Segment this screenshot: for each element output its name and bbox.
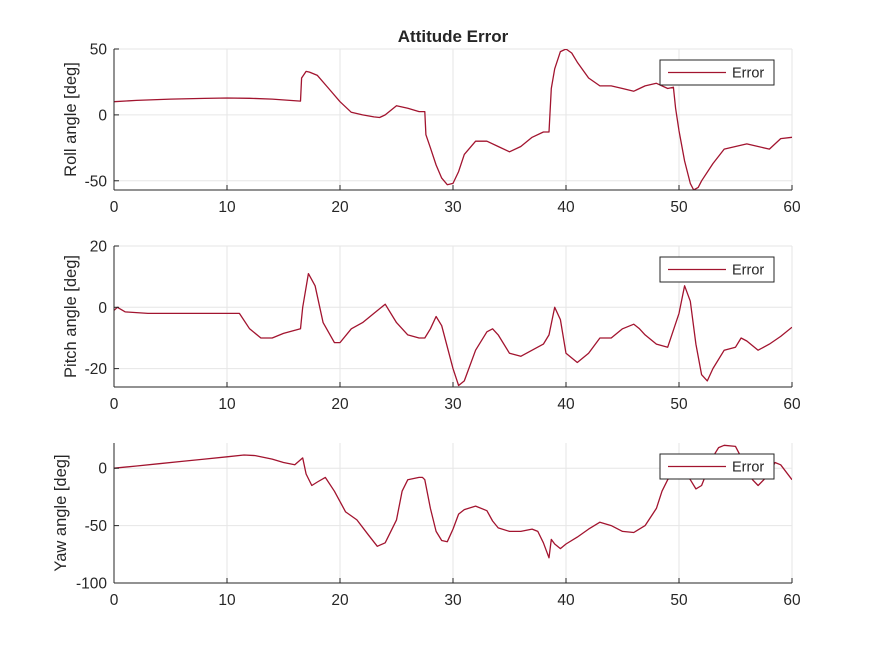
yaw-y-axis-label: Yaw angle [deg] (52, 454, 70, 571)
pitch-x-tick-label: 20 (331, 396, 349, 413)
pitch-y-tick-label: 0 (98, 300, 107, 317)
roll-legend-label: Error (732, 66, 764, 82)
roll-x-tick-label: 60 (783, 199, 801, 216)
figure-title: Attitude Error (398, 27, 509, 46)
pitch-x-tick-label: 10 (218, 396, 236, 413)
yaw-legend: Error (659, 453, 775, 480)
roll-x-tick-label: 40 (557, 199, 575, 216)
roll-legend: Error (659, 59, 775, 86)
yaw-x-tick-label: 40 (557, 592, 575, 609)
pitch-error-line (114, 272, 792, 387)
roll-x-tick-label: 50 (670, 199, 688, 216)
yaw-y-tick-label: 0 (98, 461, 107, 478)
yaw-x-tick-label: 50 (670, 592, 688, 609)
roll-y-axis-label: Roll angle [deg] (62, 62, 80, 177)
yaw-x-tick-label: 0 (110, 592, 119, 609)
yaw-y-tick-label: -50 (85, 518, 108, 535)
pitch-subplot: 0 10 20 30 40 50 60 -20 0 20 Pitch angle [deg] Erro… (62, 239, 801, 414)
pitch-y-tick-label: -20 (85, 361, 108, 378)
roll-y-tick-label: 0 (98, 107, 107, 124)
pitch-x-tick-label: 40 (557, 396, 575, 413)
yaw-subplot: 0 10 20 30 40 50 60 -100 -50 0 Yaw angle [deg] Erro… (52, 443, 801, 609)
roll-y-tick-label: -50 (85, 173, 108, 190)
roll-error-line (114, 49, 792, 190)
yaw-x-tick-label: 30 (444, 592, 462, 609)
roll-x-tick-label: 30 (444, 199, 462, 216)
yaw-y-tick-label: -100 (76, 576, 107, 593)
roll-y-tick-label: 50 (90, 42, 108, 59)
roll-x-tick-label: 0 (110, 199, 119, 216)
roll-x-tick-label: 10 (218, 199, 236, 216)
yaw-x-tick-label: 10 (218, 592, 236, 609)
pitch-x-tick-label: 0 (110, 396, 119, 413)
yaw-legend-label: Error (732, 460, 764, 476)
pitch-y-axis-label: Pitch angle [deg] (62, 255, 80, 378)
pitch-legend: Error (659, 256, 775, 283)
pitch-x-tick-label: 30 (444, 396, 462, 413)
pitch-legend-label: Error (732, 263, 764, 279)
yaw-error-line (114, 444, 792, 559)
yaw-x-tick-label: 60 (783, 592, 801, 609)
pitch-y-tick-label: 20 (90, 239, 108, 256)
pitch-x-tick-label: 50 (670, 396, 688, 413)
pitch-x-tick-label: 60 (783, 396, 801, 413)
yaw-x-tick-label: 20 (331, 592, 349, 609)
roll-x-tick-label: 20 (331, 199, 349, 216)
